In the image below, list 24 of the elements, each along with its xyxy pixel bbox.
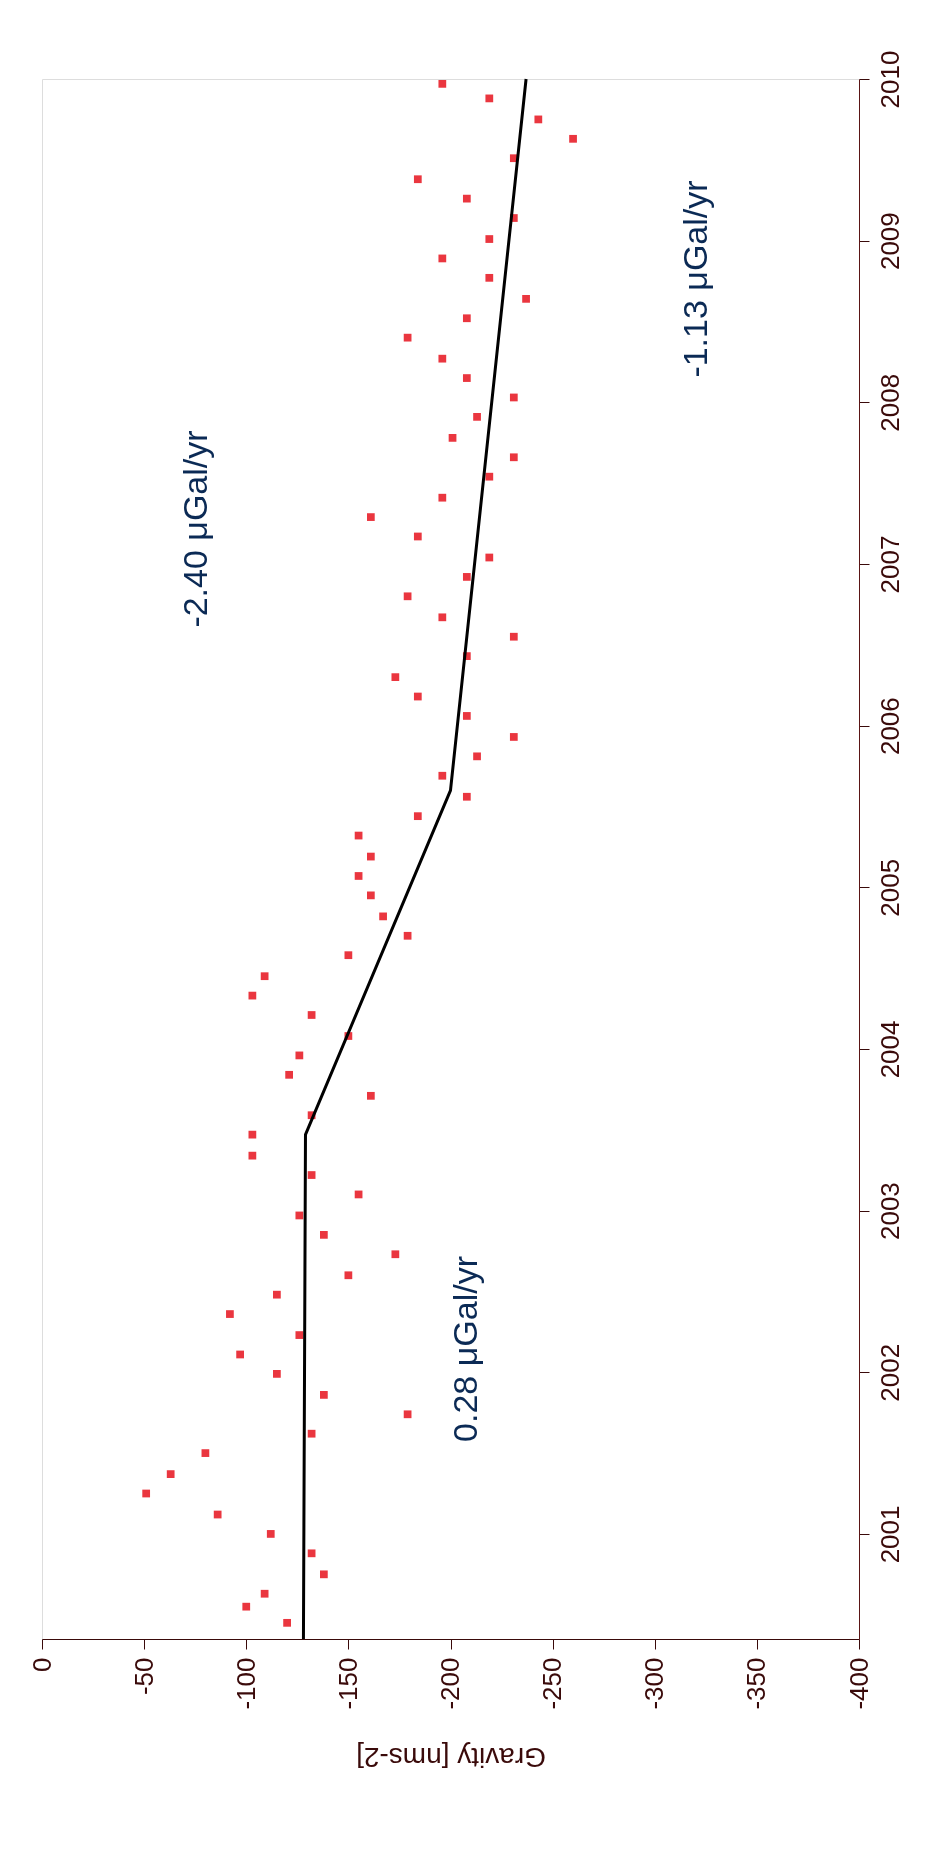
x-tick-label: 0 <box>26 1657 57 1672</box>
y-tick-label: 2006 <box>874 697 905 756</box>
annotation: 0.28 μGal/yr <box>446 1256 484 1442</box>
x-axis-title: Gravity [nms-2] <box>356 1741 546 1773</box>
y-tick-label: 2004 <box>874 1020 905 1079</box>
y-tick-label: 2009 <box>874 212 905 271</box>
y-tick-label: 2002 <box>874 1343 905 1402</box>
x-tick-label: -200 <box>435 1657 465 1710</box>
x-tick-label: -250 <box>537 1657 568 1710</box>
x-tick-label: -150 <box>332 1657 363 1710</box>
x-tick-label: -350 <box>741 1657 772 1710</box>
y-tick-label: 2001 <box>874 1505 905 1564</box>
annotation: -2.40 μGal/yr <box>176 430 214 628</box>
y-tick-label: 2003 <box>874 1182 905 1241</box>
y-tick-label: 2007 <box>874 535 905 594</box>
x-tick-label: -100 <box>230 1657 261 1710</box>
y-tick-label: 2008 <box>874 373 905 432</box>
x-tick-label: -50 <box>128 1657 159 1696</box>
annotation: -1.13 μGal/yr <box>676 180 714 378</box>
x-tick-label: -400 <box>843 1657 874 1710</box>
y-tick-label: 2005 <box>874 858 905 917</box>
y-tick-label: 2010 <box>874 50 905 109</box>
x-tick-label: -300 <box>639 1657 670 1710</box>
line-series <box>301 77 528 1641</box>
